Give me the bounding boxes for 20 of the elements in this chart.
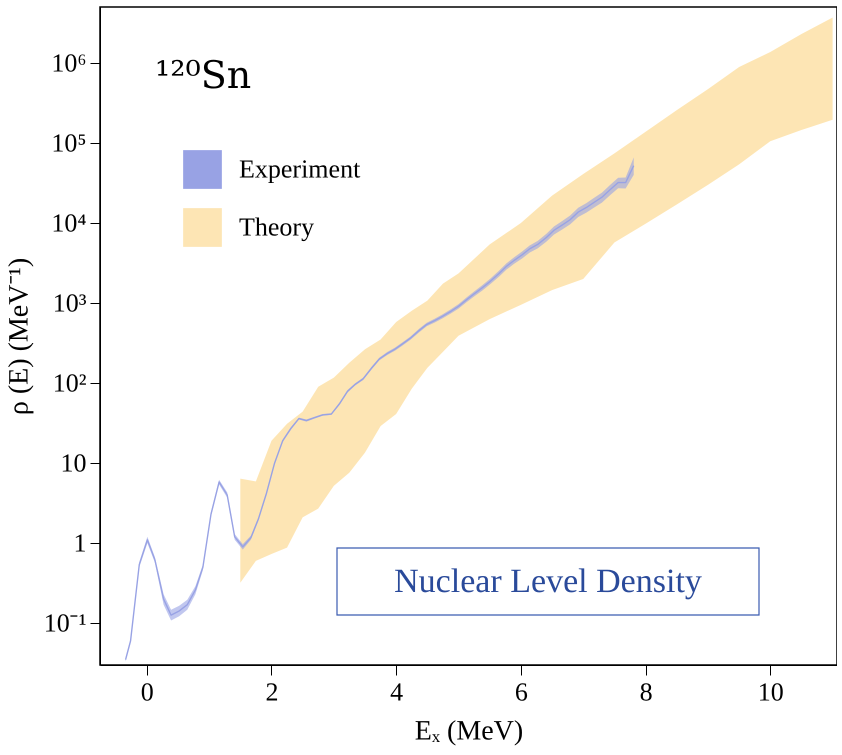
y-axis-title: ρ (E) (MeV⁻¹) bbox=[4, 258, 35, 416]
y-tick-label: 10⁶ bbox=[51, 48, 86, 78]
y-tick-label: 10 bbox=[60, 448, 86, 478]
y-tick-label: 10³ bbox=[52, 288, 87, 318]
x-tick-label: 4 bbox=[390, 678, 404, 706]
annotation: ¹²⁰Sn bbox=[155, 53, 252, 97]
annotation: Nuclear Level Density bbox=[394, 563, 702, 600]
x-axis-title: Eₓ (MeV) bbox=[414, 716, 524, 746]
x-tick-label: 2 bbox=[265, 678, 278, 706]
y-tick-label: 10⁴ bbox=[51, 208, 86, 238]
y-tick-label: 10⁻¹ bbox=[44, 608, 86, 638]
legend-label: Theory bbox=[239, 212, 314, 242]
x-tick-label: 0 bbox=[140, 678, 154, 706]
x-tick-label: 6 bbox=[514, 678, 528, 706]
y-tick-label: 10⁵ bbox=[51, 128, 86, 158]
legend-label: Experiment bbox=[239, 154, 362, 184]
x-tick-label: 8 bbox=[640, 678, 653, 706]
y-tick-label: 1 bbox=[74, 528, 86, 558]
x-tick-label: 10 bbox=[758, 678, 784, 706]
y-tick-label: 10² bbox=[52, 368, 87, 398]
